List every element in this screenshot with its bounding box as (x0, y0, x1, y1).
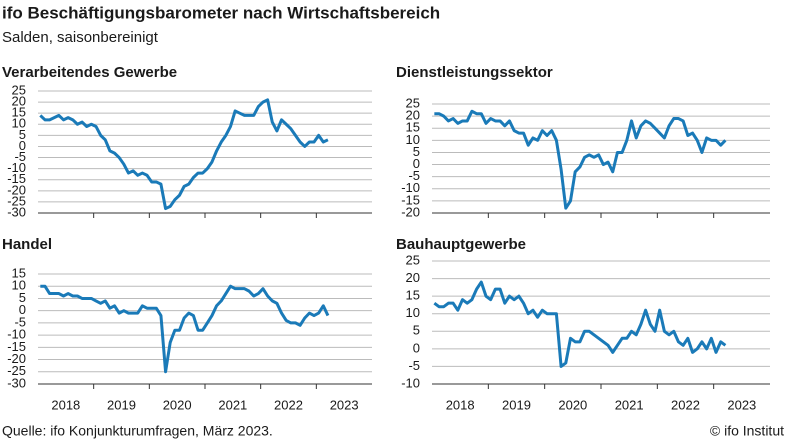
panel-title: Handel (2, 236, 52, 253)
y-tick-label: -20 (401, 204, 420, 219)
y-tick-label: 10 (12, 116, 26, 131)
panel-title: Bauhauptgewerbe (396, 236, 526, 253)
copyright: © ifo Institut (710, 423, 784, 439)
x-tick-label: 2020 (163, 397, 192, 412)
y-tick-label: 20 (406, 108, 420, 123)
y-tick-label: 10 (12, 278, 26, 293)
x-tick-label: 2019 (107, 397, 136, 412)
y-tick-label: 5 (19, 127, 26, 142)
x-tick-label: 2018 (446, 397, 475, 412)
y-tick-label: -15 (7, 171, 26, 186)
y-tick-label: 25 (12, 82, 26, 97)
y-tick-label: -5 (408, 358, 420, 373)
x-tick-label: 2022 (671, 397, 700, 412)
y-tick-label: 15 (406, 120, 420, 135)
y-tick-label: 20 (12, 94, 26, 109)
y-tick-label: 5 (413, 323, 420, 338)
y-tick-label: 5 (19, 290, 26, 305)
y-tick-label: -10 (7, 327, 26, 342)
x-tick-label: 2021 (615, 397, 644, 412)
y-tick-label: 20 (406, 270, 420, 285)
x-tick-label: 2019 (502, 397, 531, 412)
y-tick-label: 10 (406, 305, 420, 320)
y-tick-label: -30 (7, 204, 26, 219)
y-tick-label: -10 (7, 160, 26, 175)
y-tick-label: -10 (401, 180, 420, 195)
y-tick-label: 15 (12, 265, 26, 280)
y-tick-label: 15 (12, 105, 26, 120)
data-line (40, 284, 330, 374)
y-tick-label: -5 (14, 149, 26, 164)
y-tick-label: 0 (413, 340, 420, 355)
source-note: Quelle: ifo Konjunkturumfragen, März 202… (2, 423, 273, 439)
data-line (39, 98, 329, 211)
x-tick-label: 2022 (274, 397, 303, 412)
x-tick-label: 2018 (51, 397, 80, 412)
chart-subtitle: Salden, saisonbereinigt (2, 29, 159, 46)
y-tick-label: 10 (406, 132, 420, 147)
chart-title: ifo Beschäftigungsbarometer nach Wirtsch… (2, 3, 440, 22)
y-tick-label: 25 (406, 95, 420, 110)
y-tick-label: 0 (19, 138, 26, 153)
y-tick-label: -25 (7, 193, 26, 208)
y-tick-label: -30 (7, 375, 26, 390)
y-tick-label: 25 (406, 252, 420, 267)
y-tick-label: 0 (19, 302, 26, 317)
y-tick-label: -20 (7, 351, 26, 366)
x-tick-label: 2021 (218, 397, 247, 412)
x-tick-label: 2023 (330, 397, 359, 412)
x-tick-label: 2023 (727, 397, 756, 412)
y-tick-label: -15 (7, 339, 26, 354)
y-tick-label: -25 (7, 363, 26, 378)
y-tick-label: -15 (401, 192, 420, 207)
y-tick-label: -5 (14, 314, 26, 329)
y-tick-label: -10 (401, 375, 420, 390)
data-line (433, 280, 727, 368)
y-tick-label: 0 (413, 156, 420, 171)
y-tick-label: 15 (406, 288, 420, 303)
y-tick-label: -20 (7, 182, 26, 197)
panel-title: Dienstleistungssektor (396, 64, 553, 81)
y-tick-label: -5 (408, 168, 420, 183)
x-tick-label: 2020 (558, 397, 587, 412)
data-line (434, 109, 727, 210)
y-tick-label: 5 (413, 144, 420, 159)
panel-title: Verarbeitendes Gewerbe (2, 64, 177, 81)
